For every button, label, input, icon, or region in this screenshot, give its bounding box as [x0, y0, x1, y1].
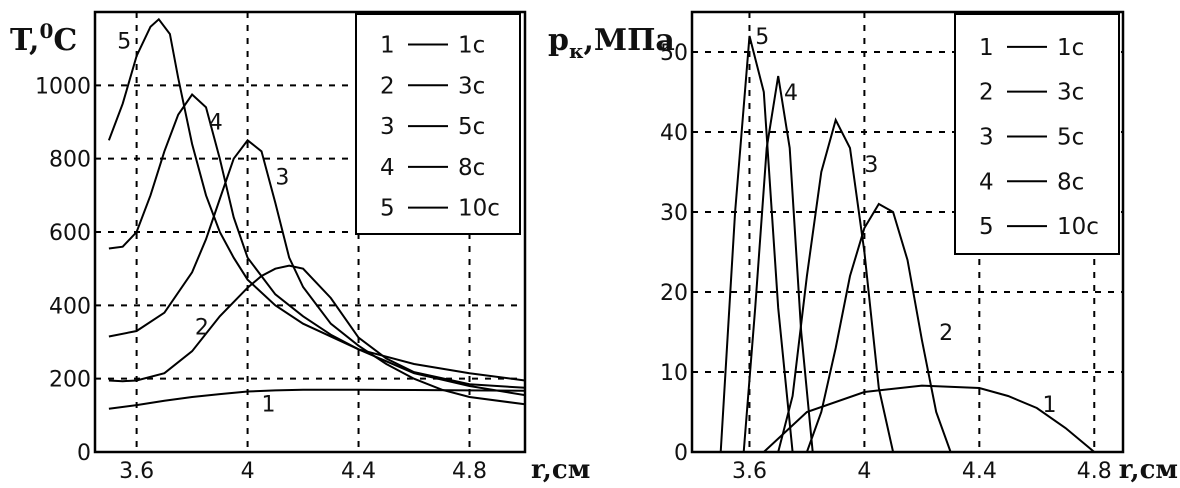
legend-item-number: 3 [979, 124, 994, 150]
y-tick-label: 30 [660, 201, 688, 226]
plot-frame [93, 10, 527, 454]
series-4-label: 4 [209, 110, 223, 135]
y-tick-label: 50 [660, 41, 688, 66]
legend-item-text: 8с [1057, 169, 1084, 195]
legend-box [954, 13, 1120, 255]
series-3-line [108, 138, 525, 406]
legend-item-number: 4 [979, 169, 994, 195]
x-tick-label: 4 [857, 459, 871, 484]
legend-box [355, 13, 521, 235]
temperature-chart: 3.6 4 4.4 4.8 0 200 400 600 800 1000 r,см T,0C 1 2 3 4 5… [10, 10, 590, 485]
series-1-line [108, 388, 525, 410]
series-4-line [108, 92, 525, 397]
x-axis-label: r,см [531, 455, 590, 485]
series-2-label: 2 [939, 321, 953, 346]
legend-item-text: 5с [1057, 124, 1084, 150]
legend: 1 1с 2 3с 3 5с 4 8с 5 10с [355, 13, 521, 235]
series-1-label: 1 [1043, 393, 1057, 418]
y-tick-label: 1000 [35, 74, 91, 99]
series-5-label: 5 [117, 30, 131, 55]
x-tick-label: 4.8 [1077, 459, 1112, 484]
pressure-chart: 3.6 4 4.4 4.8 0 10 20 30 40 50 r,см pк,МПа 1 2 3 4 5 1 1с 2… [548, 10, 1178, 485]
y-axis-label: T,0C [10, 19, 77, 58]
x-tick-label: 4 [241, 459, 255, 484]
legend-item-number: 1 [380, 32, 395, 58]
series-1-label: 1 [261, 393, 275, 418]
x-tick-label: 4.8 [452, 459, 487, 484]
legend-item-number: 5 [380, 196, 395, 222]
series-1-line [763, 384, 1095, 452]
x-tick-label: 4.4 [341, 459, 376, 484]
series-3-label: 3 [864, 153, 878, 178]
legend-item-number: 5 [979, 214, 994, 240]
series-4-line [742, 75, 814, 452]
series-2-label: 2 [195, 316, 209, 341]
legend-item-text: 1с [1057, 35, 1084, 61]
legend-item-text: 3с [1057, 80, 1084, 106]
plot-frame [690, 10, 1125, 454]
y-tick-label: 400 [49, 294, 91, 319]
y-tick-label: 600 [49, 221, 91, 246]
series-2-line [805, 202, 952, 452]
y-tick-label: 40 [660, 121, 688, 146]
legend-item-text: 10с [1057, 214, 1099, 240]
legend-item-text: 5с [458, 114, 485, 140]
series-2-line [108, 264, 525, 389]
y-axis-label: pк,МПа [548, 23, 675, 63]
legend-item-text: 8с [458, 155, 485, 181]
legend: 1 1с 2 3с 3 5с 4 8с 5 10с [954, 13, 1120, 255]
legend-item-text: 1с [458, 32, 485, 58]
series-5-line [719, 35, 794, 452]
x-tick-label: 4.4 [962, 459, 997, 484]
y-tick-label: 200 [49, 368, 91, 393]
legend-item-number: 3 [380, 114, 395, 140]
legend-item-number: 1 [979, 35, 994, 61]
legend-item-text: 3с [458, 73, 485, 99]
series-5-line [107, 17, 525, 382]
series-3-line [777, 117, 895, 452]
series-3-label: 3 [275, 165, 289, 190]
y-tick-label: 10 [660, 361, 688, 386]
series-5-label: 5 [755, 25, 769, 50]
y-tick-label: 0 [77, 441, 91, 466]
x-tick-label: 3.6 [732, 459, 767, 484]
x-axis-label: r,см [1119, 455, 1178, 485]
y-tick-label: 0 [674, 441, 688, 466]
legend-item-number: 4 [380, 155, 395, 181]
y-tick-label: 20 [660, 281, 688, 306]
series-4-label: 4 [784, 81, 798, 106]
y-tick-label: 800 [49, 148, 91, 173]
legend-item-number: 2 [380, 73, 395, 99]
legend-item-text: 10с [458, 196, 500, 222]
x-tick-label: 3.6 [119, 459, 154, 484]
legend-item-number: 2 [979, 80, 994, 106]
